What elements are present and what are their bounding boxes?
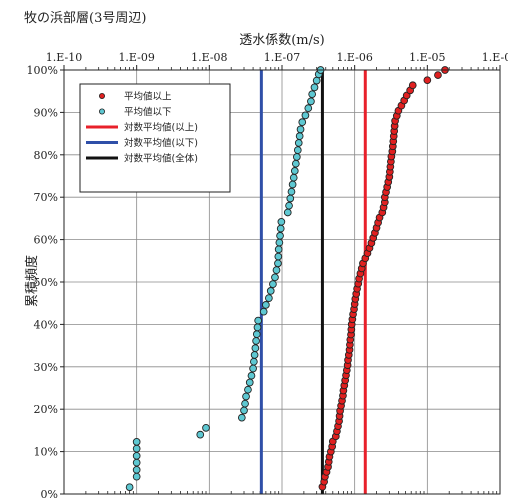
data-point bbox=[304, 104, 313, 113]
x-tick-label: 1.E-07 bbox=[264, 51, 300, 64]
data-point bbox=[301, 111, 310, 120]
data-point bbox=[132, 458, 141, 467]
y-axis-label: 累積頻度 bbox=[24, 255, 40, 307]
data-point bbox=[244, 385, 252, 394]
legend-label: 平均値以下 bbox=[124, 106, 172, 118]
data-point bbox=[266, 287, 275, 295]
data-point bbox=[251, 344, 260, 352]
data-point bbox=[296, 125, 305, 134]
data-point bbox=[283, 208, 292, 217]
y-tick-label: 50% bbox=[34, 276, 58, 289]
data-point bbox=[272, 266, 281, 274]
data-point bbox=[288, 180, 297, 189]
legend-label: 対数平均値(以下) bbox=[124, 137, 198, 149]
x-tick-label: 1.E-08 bbox=[191, 51, 227, 64]
mean-lines bbox=[259, 70, 367, 494]
data-point bbox=[132, 451, 141, 460]
data-points bbox=[125, 66, 449, 492]
data-point bbox=[269, 280, 277, 288]
data-point bbox=[237, 413, 246, 422]
data-point bbox=[289, 173, 298, 182]
data-point bbox=[292, 153, 301, 161]
data-point bbox=[249, 364, 257, 373]
x-tick-label: 1.E-10 bbox=[46, 51, 82, 64]
data-point bbox=[132, 437, 141, 446]
data-point bbox=[275, 238, 284, 247]
data-point bbox=[307, 97, 315, 106]
data-point bbox=[240, 406, 248, 415]
legend-box bbox=[79, 83, 231, 193]
data-point bbox=[274, 252, 283, 261]
y-tick-label: 100% bbox=[27, 64, 58, 77]
x-tick-label: 1.E-04 bbox=[482, 51, 508, 64]
data-point bbox=[252, 330, 261, 339]
data-point bbox=[247, 371, 256, 380]
y-tick-label: 0% bbox=[41, 488, 58, 501]
y-tick-label: 40% bbox=[34, 318, 58, 331]
data-point bbox=[125, 483, 134, 492]
data-point bbox=[310, 83, 319, 92]
data-point bbox=[290, 167, 299, 175]
data-point bbox=[293, 146, 302, 154]
data-point bbox=[202, 424, 210, 432]
x-tick-label: 1.E-09 bbox=[118, 51, 154, 64]
data-point bbox=[262, 301, 270, 309]
legend-marker bbox=[99, 93, 106, 100]
data-point bbox=[250, 351, 259, 359]
data-point bbox=[423, 76, 432, 85]
data-point bbox=[265, 294, 273, 302]
data-point bbox=[308, 90, 317, 99]
data-point bbox=[254, 316, 263, 325]
y-tick-label: 80% bbox=[34, 149, 58, 162]
data-point bbox=[286, 194, 295, 203]
data-point bbox=[271, 273, 279, 282]
data-point bbox=[253, 323, 262, 332]
data-point bbox=[285, 201, 293, 210]
data-point bbox=[252, 337, 260, 345]
data-point bbox=[132, 465, 141, 474]
y-tick-label: 70% bbox=[34, 191, 58, 204]
y-tick-label: 30% bbox=[34, 361, 58, 374]
x-tick-label: 1.E-05 bbox=[409, 51, 445, 64]
data-point bbox=[277, 217, 286, 226]
data-point bbox=[196, 430, 205, 439]
x-tick-label: 1.E-06 bbox=[336, 51, 372, 64]
x-axis-ticks: 1.E-10 1.E-09 1.E-08 1.E-07 1.E-06 1.E-05 1.E-… bbox=[46, 51, 508, 494]
data-point bbox=[276, 231, 284, 240]
grid bbox=[64, 70, 500, 494]
data-point bbox=[295, 132, 304, 140]
legend-marker bbox=[99, 108, 106, 115]
y-tick-label: 60% bbox=[34, 234, 58, 247]
data-point bbox=[242, 392, 250, 401]
plot-frame bbox=[63, 69, 501, 495]
data-point bbox=[259, 307, 268, 316]
y-tick-label: 10% bbox=[34, 446, 58, 459]
data-point bbox=[274, 245, 283, 254]
y-axis-ticks: 0% 10% 20% 30% 40% 50% 60% 70% 80% 90% 100% bbox=[27, 64, 64, 501]
y-tick-label: 20% bbox=[34, 403, 58, 416]
legend-label: 対数平均値(以上) bbox=[124, 122, 198, 134]
legend-label: 平均値以上 bbox=[124, 91, 172, 103]
data-point bbox=[245, 378, 254, 387]
data-point bbox=[274, 259, 282, 268]
data-point bbox=[132, 472, 141, 481]
data-point bbox=[287, 187, 296, 196]
x-axis-label: 透水係数(m/s) bbox=[239, 33, 325, 48]
data-point bbox=[312, 76, 321, 85]
y-tick-label: 90% bbox=[34, 106, 58, 119]
data-point bbox=[132, 444, 141, 453]
data-point bbox=[276, 224, 285, 233]
data-point bbox=[291, 159, 300, 168]
data-point bbox=[408, 81, 417, 90]
legend-label: 対数平均値(全体) bbox=[124, 153, 198, 165]
data-point bbox=[294, 139, 303, 147]
data-point bbox=[434, 71, 442, 79]
data-point bbox=[241, 399, 249, 408]
chart-title: 牧の浜部層(3号周辺) bbox=[24, 11, 146, 26]
data-point bbox=[250, 357, 258, 366]
data-point bbox=[298, 118, 307, 127]
